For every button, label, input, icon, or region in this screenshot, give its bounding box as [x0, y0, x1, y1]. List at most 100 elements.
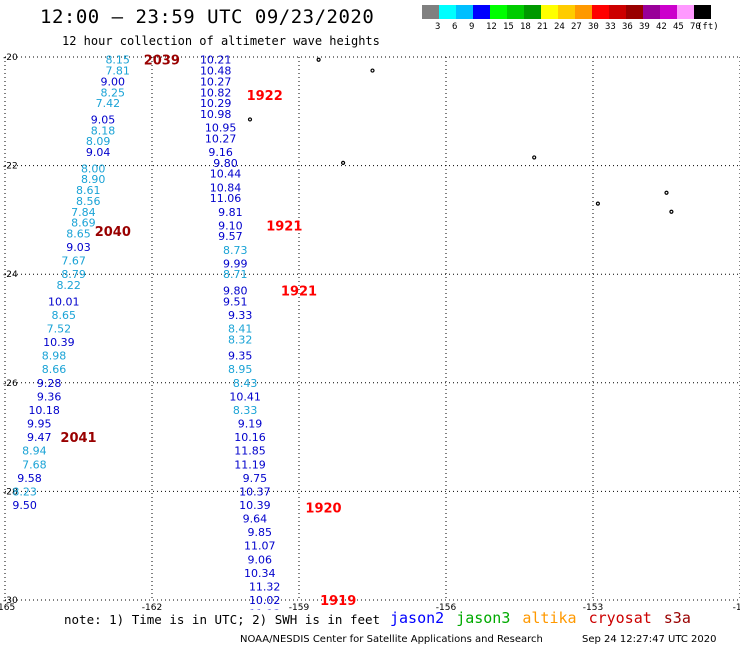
island-marker [664, 190, 669, 195]
island-marker [532, 155, 537, 160]
wave-height-label: 8.23 [12, 485, 37, 498]
wave-height-label: 11.85 [234, 445, 266, 458]
page-subtitle: 12 hour collection of altimeter wave hei… [62, 34, 380, 48]
wave-height-chart: -20 -22 -24 -26 -28 -30-165 -162 -159 -156 -153 -1… [0, 53, 740, 610]
wave-height-label: 11.19 [234, 458, 266, 471]
color-swatch [609, 5, 626, 19]
wave-height-label: 11.06 [210, 192, 242, 205]
island-marker [595, 201, 601, 206]
wave-height-label: 7.42 [96, 97, 121, 110]
color-scale-label: 24 [554, 22, 565, 32]
color-scale-label: 18 [520, 22, 531, 32]
wave-height-label: 9.33 [228, 309, 253, 322]
footer-date: Sep 24 12:27:47 UTC 2020 [582, 634, 717, 645]
color-swatch [677, 5, 694, 19]
color-scale-label: 30 [588, 22, 599, 32]
wave-height-label: 8.22 [56, 279, 81, 292]
wave-height-label: 9.75 [243, 472, 268, 485]
wave-height-label: 10.41 [229, 390, 261, 403]
color-swatch [524, 5, 541, 19]
wave-height-label: 8.66 [42, 363, 67, 376]
island-marker [316, 57, 321, 62]
wave-height-label: 9.04 [86, 146, 111, 159]
wave-height-label: 9.50 [12, 499, 37, 512]
wave-height-label: 10.39 [239, 499, 271, 512]
wave-height-label: 10.34 [244, 567, 276, 580]
wave-height-label: 8.25 [101, 86, 126, 99]
legend-entry: cryosat [588, 609, 652, 627]
wave-height-label: 10.39 [43, 336, 75, 349]
color-swatch [456, 5, 473, 19]
color-scale-label: 12 [486, 22, 497, 32]
wave-height-label: 8.18 [91, 124, 116, 137]
x-tick-label: -15 [733, 603, 740, 610]
color-scale-label: 33 [605, 22, 616, 32]
color-swatch [575, 5, 592, 19]
wave-height-label: 9.95 [27, 418, 52, 431]
color-scale-label: 15 [503, 22, 514, 32]
color-swatch [541, 5, 558, 19]
color-swatch [592, 5, 609, 19]
legend-entry: s3a [663, 609, 691, 627]
legend-entry: altika [522, 609, 577, 627]
wave-height-label: 7.68 [22, 458, 47, 471]
wave-height-label: 10.18 [28, 404, 60, 417]
wave-height-label: 9.05 [91, 113, 116, 126]
wave-height-label: 7.67 [61, 255, 86, 268]
color-scale-label: 45 [673, 22, 684, 32]
wave-height-label: 11.32 [249, 580, 281, 593]
wave-height-label: 8.73 [223, 244, 248, 257]
color-swatch [626, 5, 643, 19]
wave-height-label: 8.00 [81, 162, 106, 175]
color-scale-unit: (ft) [697, 22, 719, 32]
wave-height-label: 10.98 [200, 108, 232, 121]
color-scale-label: 6 [452, 22, 458, 32]
y-tick-label: -24 [3, 270, 18, 280]
x-tick-label: -165 [0, 603, 15, 610]
color-scale-label: 27 [571, 22, 582, 32]
wave-height-label: 8.32 [228, 333, 253, 346]
color-scale-label: 36 [622, 22, 633, 32]
color-scale-label: 21 [537, 22, 548, 32]
x-tick-label: -159 [289, 603, 310, 610]
color-swatch [422, 5, 439, 19]
island-marker [247, 117, 253, 122]
color-swatch [439, 5, 456, 19]
footer-note: note: 1) Time is in UTC; 2) SWH is in fe… [64, 612, 381, 627]
y-tick-label: -26 [3, 379, 18, 389]
wave-height-label: 11.07 [244, 540, 276, 553]
wave-height-label: 9.58 [17, 472, 42, 485]
wave-height-label: 8.90 [81, 173, 106, 186]
color-scale-label: 39 [639, 22, 650, 32]
wave-height-label: 8.61 [76, 184, 101, 197]
color-swatch [558, 5, 575, 19]
y-tick-label: -22 [3, 162, 18, 172]
y-tick-label: -28 [3, 487, 18, 497]
wave-height-label: 9.80 [223, 284, 248, 297]
wave-height-label: 10.48 [200, 65, 232, 78]
wave-height-label: 8.98 [42, 350, 67, 363]
pass-time-label: 2041 [60, 431, 96, 446]
wave-height-label: 10.21 [200, 54, 232, 67]
wave-height-label: 9.80 [213, 157, 238, 170]
legend-entry: jason2 [390, 609, 445, 627]
pass-time-label: 2039 [144, 54, 180, 69]
wave-height-label: 10.84 [210, 181, 242, 194]
wave-height-label: 9.19 [238, 418, 263, 431]
wave-height-label: 7.81 [105, 65, 130, 78]
x-tick-label: -153 [583, 603, 603, 610]
wave-height-label: 9.03 [66, 241, 91, 254]
satellite-legend: jason2 jason3 altika cryosat s3a [390, 609, 703, 627]
wave-height-label: 9.00 [101, 75, 126, 88]
wave-height-label: 8.33 [233, 404, 258, 417]
wave-height-label: 8.41 [228, 323, 253, 336]
pass-time-label: 2040 [95, 225, 131, 240]
wave-height-label: 11.13 [249, 608, 281, 610]
island-marker [341, 160, 346, 165]
footer-credit: NOAA/NESDIS Center for Satellite Applica… [240, 634, 543, 645]
island-marker [669, 209, 674, 214]
wave-height-label: 10.27 [200, 75, 232, 88]
wave-height-label: 9.81 [218, 206, 243, 219]
color-scale-label: 9 [469, 22, 475, 32]
wave-height-label: 8.65 [52, 309, 77, 322]
